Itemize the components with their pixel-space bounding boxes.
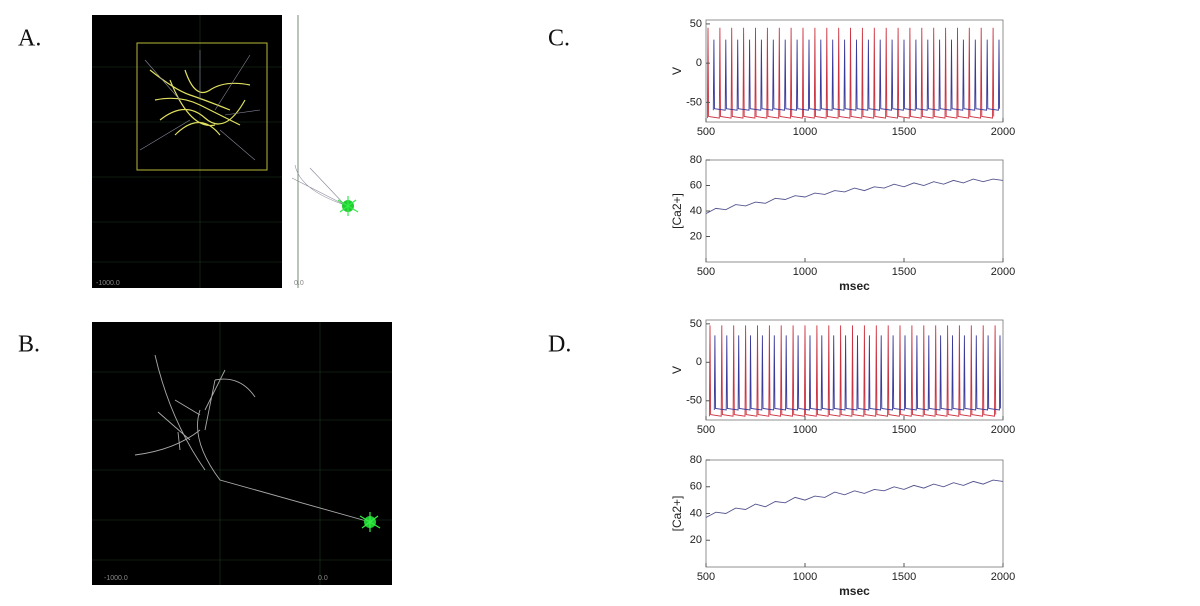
scale-label: -1000.0: [104, 575, 128, 582]
panel-label: A.: [18, 26, 41, 52]
y-tick-label: 80: [690, 154, 702, 166]
y-axis-label: V: [670, 67, 684, 75]
x-tick-label: 500: [697, 126, 715, 138]
data-line: [708, 325, 997, 417]
x-tick-label: 1000: [793, 424, 817, 436]
x-tick-label: 2000: [991, 266, 1015, 278]
x-tick-label: 2000: [991, 571, 1015, 583]
data-line: [712, 39, 1001, 111]
scale-label: -1000.0: [96, 280, 120, 287]
y-tick-label: 80: [690, 454, 702, 466]
x-tick-label: 1500: [892, 126, 916, 138]
y-tick-label: 40: [690, 205, 702, 217]
x-tick-label: 1500: [892, 266, 916, 278]
y-tick-label: 50: [690, 18, 702, 30]
data-line: [706, 27, 995, 119]
x-axis-label: msec: [839, 279, 870, 293]
morphology-image: -1000.0 0.0: [92, 15, 359, 288]
scale-label: 0.0: [294, 280, 304, 287]
x-tick-label: 500: [697, 424, 715, 436]
x-tick-label: 1000: [793, 126, 817, 138]
x-axis-label: msec: [839, 584, 870, 598]
y-tick-label: 60: [690, 179, 702, 191]
x-tick-label: 1000: [793, 266, 817, 278]
y-tick-label: 0: [696, 57, 702, 69]
y-tick-label: 60: [690, 481, 702, 493]
y-tick-label: -50: [686, 96, 702, 108]
y-tick-label: 50: [690, 318, 702, 330]
x-tick-label: 500: [697, 571, 715, 583]
x-tick-label: 1000: [793, 571, 817, 583]
data-line: [713, 335, 1002, 411]
y-axis-label: V: [670, 366, 684, 374]
scale-label: 0.0: [318, 575, 328, 582]
x-tick-label: 1500: [892, 571, 916, 583]
x-tick-label: 2000: [991, 126, 1015, 138]
y-tick-label: 20: [690, 230, 702, 242]
panel-label: D.: [548, 332, 571, 358]
panel-label: B.: [18, 332, 40, 358]
y-tick-label: -50: [686, 395, 702, 407]
y-axis-label: [Ca2+]: [670, 496, 684, 532]
data-line: [705, 479, 1004, 518]
x-tick-label: 2000: [991, 424, 1015, 436]
plot-frame: [705, 159, 1004, 263]
data-line: [705, 178, 1004, 214]
y-axis-label: [Ca2+]: [670, 193, 684, 229]
x-tick-label: 1500: [892, 424, 916, 436]
y-tick-label: 20: [690, 534, 702, 546]
x-tick-label: 500: [697, 266, 715, 278]
y-tick-label: 40: [690, 507, 702, 519]
y-tick-label: 0: [696, 356, 702, 368]
plot-frame: [705, 459, 1004, 568]
panel-label: C.: [548, 26, 570, 52]
morphology-image: -1000.0 0.0: [92, 322, 392, 585]
